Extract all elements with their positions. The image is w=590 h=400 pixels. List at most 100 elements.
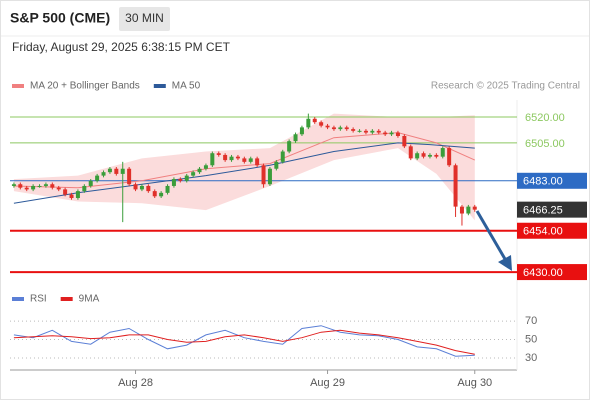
candle-body xyxy=(319,122,324,126)
rsi-tick-label: 50 xyxy=(525,333,537,345)
rsi-line xyxy=(13,329,475,355)
candle-body xyxy=(434,154,439,157)
candle-body xyxy=(216,153,221,155)
level-label: 6466.25 xyxy=(523,205,563,217)
candle-body xyxy=(18,184,23,188)
candle-body xyxy=(107,168,112,173)
candle-body xyxy=(427,154,432,157)
candle-body xyxy=(120,168,125,174)
candle-body xyxy=(395,132,400,137)
candle-body xyxy=(31,185,36,190)
candle-body xyxy=(75,191,80,199)
candle-body xyxy=(69,194,74,199)
candle-body xyxy=(255,158,260,166)
candle-body xyxy=(383,132,388,135)
rsi-tick-label: 70 xyxy=(525,315,537,327)
candle-body xyxy=(472,206,477,210)
candle-body xyxy=(95,175,100,181)
datetime: Friday, August 29, 2025 6:38:15 PM CET xyxy=(12,40,231,54)
level-box xyxy=(517,264,587,281)
candle-body xyxy=(325,125,330,128)
candle-body xyxy=(235,156,240,159)
candle-body xyxy=(229,156,234,161)
candle-body xyxy=(453,165,458,207)
ma50-line xyxy=(13,142,475,204)
candle-body xyxy=(63,189,68,195)
candle-body xyxy=(152,191,157,197)
candle-body xyxy=(299,127,304,135)
legend-label: 9MA xyxy=(79,294,100,305)
candle-body xyxy=(376,130,381,133)
candle-body xyxy=(248,158,253,162)
candle-body xyxy=(351,129,356,131)
interval-badge xyxy=(119,7,170,31)
candle-body xyxy=(178,179,183,181)
candle-body xyxy=(415,153,420,159)
candle-body xyxy=(466,206,471,214)
legend-label: MA 50 xyxy=(172,81,201,92)
legend-swatch xyxy=(153,84,166,88)
candle-body xyxy=(191,172,196,176)
candle-body xyxy=(408,146,413,159)
candle-body xyxy=(203,165,208,169)
legend-swatch xyxy=(12,84,24,88)
legend-swatch xyxy=(12,297,24,301)
x-tick-label: Aug 28 xyxy=(118,377,153,389)
candle-body xyxy=(146,185,151,192)
candle-body xyxy=(274,161,279,169)
candle-body xyxy=(242,158,247,162)
projection-arrow xyxy=(475,210,512,271)
level-label: 6520.00 xyxy=(525,112,565,124)
interval-label: 30 MIN xyxy=(125,11,164,25)
x-tick-label: Aug 30 xyxy=(457,377,492,389)
candle-body xyxy=(37,185,42,187)
legend-label: RSI xyxy=(30,294,47,305)
candle-body xyxy=(210,153,215,166)
candle-body xyxy=(344,127,349,130)
credit: Research © 2025 Trading Central xyxy=(431,81,580,92)
level-label: 6430.00 xyxy=(523,267,563,279)
bollinger-band xyxy=(13,113,475,221)
candle-body xyxy=(56,187,61,190)
candle-body xyxy=(421,153,426,157)
candle-body xyxy=(459,206,464,214)
candle-body xyxy=(184,175,189,181)
candle-body xyxy=(133,184,138,190)
candle-body xyxy=(306,118,311,128)
candle-body xyxy=(43,184,48,186)
legend-swatch xyxy=(60,297,73,301)
candle-body xyxy=(287,141,292,152)
candle-body xyxy=(338,127,343,130)
candle-body xyxy=(127,168,132,185)
x-tick-label: Aug 29 xyxy=(310,377,345,389)
candle-body xyxy=(223,154,228,161)
candle-body xyxy=(402,136,407,147)
candle-body xyxy=(159,192,164,197)
level-label: 6505.00 xyxy=(525,138,565,150)
ma20-line xyxy=(13,132,476,189)
candle-body xyxy=(114,168,119,174)
rsi-tick-label: 30 xyxy=(525,352,537,364)
candle-body xyxy=(88,180,93,186)
arrow-shaft xyxy=(475,210,507,260)
candle-body xyxy=(389,132,394,135)
candle-body xyxy=(267,168,272,185)
level-box xyxy=(517,172,587,189)
candle-body xyxy=(171,179,176,186)
candle-body xyxy=(370,130,375,133)
candle-body xyxy=(280,151,285,162)
candle-body xyxy=(139,185,144,190)
level-box xyxy=(517,222,587,239)
candle-body xyxy=(11,184,16,186)
candle-body xyxy=(50,184,55,188)
level-box xyxy=(517,201,587,218)
level-label: 6483.00 xyxy=(523,176,563,188)
candle-body xyxy=(197,168,202,173)
legend-label: MA 20 + Bollinger Bands xyxy=(30,81,140,92)
arrow-head xyxy=(498,255,512,271)
candle-body xyxy=(447,148,452,166)
candle-body xyxy=(440,148,445,157)
candle-body xyxy=(261,165,266,185)
candle-body xyxy=(165,185,170,193)
candle-body xyxy=(82,185,87,192)
